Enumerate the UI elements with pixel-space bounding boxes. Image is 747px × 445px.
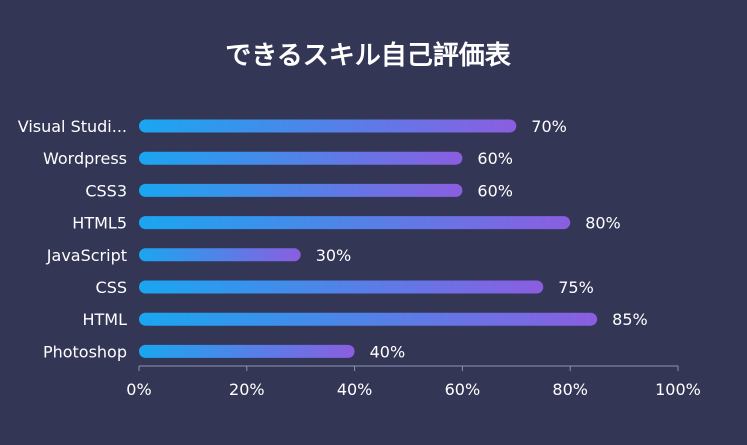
- bars-group: Visual Studi... 70% Wordpress 60% CSS3 60% HTM…: [18, 117, 648, 361]
- category-label: HTML5: [72, 214, 127, 233]
- bar[interactable]: [139, 344, 355, 358]
- x-tick-label: 0%: [126, 380, 151, 399]
- category-label: JavaScript: [46, 246, 127, 265]
- bar[interactable]: [139, 248, 301, 262]
- bar[interactable]: [139, 183, 463, 197]
- value-label: 60%: [477, 149, 513, 168]
- x-tick-label: 80%: [552, 380, 588, 399]
- value-label: 60%: [477, 181, 513, 200]
- x-tick-label: 20%: [229, 380, 265, 399]
- category-label: CSS3: [85, 181, 127, 200]
- value-label: 70%: [531, 117, 567, 136]
- bar[interactable]: [139, 216, 571, 230]
- category-label: Wordpress: [43, 149, 127, 168]
- x-axis: 0% 20% 40% 60% 80% 100%: [126, 365, 701, 399]
- bar[interactable]: [139, 312, 598, 326]
- chart-title: できるスキル自己評価表: [225, 40, 511, 71]
- category-label: Photoshop: [43, 342, 127, 361]
- value-label: 40%: [370, 342, 406, 361]
- bar[interactable]: [139, 280, 544, 294]
- bar[interactable]: [139, 119, 517, 133]
- value-label: 75%: [558, 278, 594, 297]
- value-label: 30%: [316, 246, 352, 265]
- category-label: CSS: [96, 278, 127, 297]
- category-label: Visual Studi...: [18, 117, 127, 136]
- x-tick-label: 100%: [655, 380, 701, 399]
- x-tick-label: 60%: [445, 380, 481, 399]
- bar[interactable]: [139, 151, 463, 165]
- category-label: HTML: [82, 310, 127, 329]
- value-label: 85%: [612, 310, 648, 329]
- value-label: 80%: [585, 214, 621, 233]
- x-tick-label: 40%: [337, 380, 373, 399]
